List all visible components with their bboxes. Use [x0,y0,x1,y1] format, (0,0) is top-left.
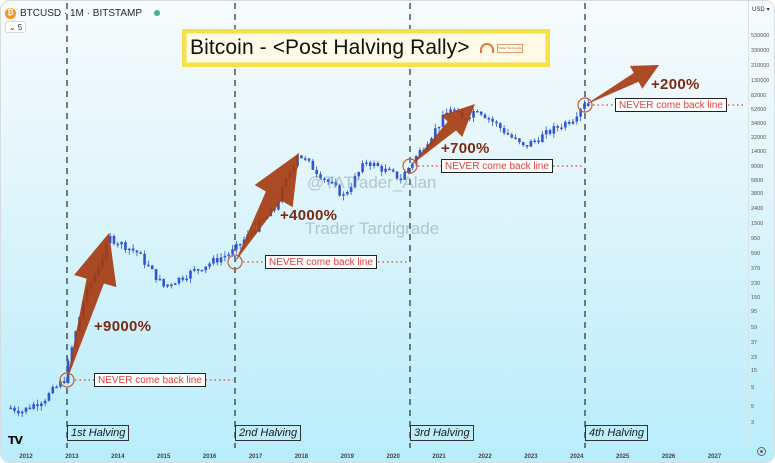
currency-label: USD [752,6,765,13]
price-tick: 22000 [751,134,767,141]
price-tick: 82000 [751,92,767,99]
price-tick: 3 [751,420,755,426]
halving-circles [59,97,593,388]
year-tick: 2021 [432,454,446,460]
symbol-header[interactable]: ₿ BTCUSD · 1M · BITSTAMP [5,6,161,20]
price-tick: 37 [751,339,758,346]
never-come-back-label: NEVER come back line [94,373,206,387]
price-tick: 52000 [751,107,767,114]
halving-label: 2nd Halving [235,425,302,441]
year-tick: 2020 [386,454,400,460]
watermark-name: Trader Tardigrade [305,219,440,238]
tradingview-logo-icon[interactable]: TV [8,434,23,447]
bitcoin-logo-icon: ₿ [5,7,16,19]
price-tick: 230 [751,281,761,287]
trader-tardigrade-logo: Trader Tardigrade [479,43,523,53]
price-tick: 9 [751,384,755,391]
price-tick: 5 [751,403,755,410]
price-tick: 370 [751,265,761,272]
year-tick: 2016 [202,454,217,460]
year-tick: 2026 [661,454,676,460]
chevron-down-icon: ⌄ [9,22,16,32]
symbol-label: BTCUSD · 1M · BITSTAMP [20,7,143,19]
currency-selector[interactable]: USD ▾ [749,6,774,14]
rally-percent-label: +700% [441,140,490,157]
price-tick: 34000 [751,120,767,127]
price-tick: 3800 [751,191,764,198]
settings-icon[interactable] [757,447,766,456]
year-tick: 2022 [478,454,492,460]
price-tick: 9000 [751,163,764,170]
price-tick: 95 [751,309,758,316]
price-tick: 590 [751,250,761,257]
price-tick: 2400 [751,205,764,212]
market-status-icon [154,10,161,16]
tardigrade-logo-icon [479,43,494,53]
price-tick: 150 [751,294,761,301]
never-come-back-label: NEVER come back line [441,159,553,173]
price-tick: 330000 [751,48,770,55]
never-come-back-label: NEVER come back line [265,255,377,269]
year-tick: 2015 [157,454,171,460]
collapse-indicators-button[interactable]: ⌄ 5 [5,21,27,33]
halving-label: 1st Halving [67,425,130,441]
price-tick: 59 [751,324,758,331]
price-tick: 15 [751,368,758,375]
price-tick: 210000 [751,62,770,69]
logo-mini-text: Trader Tardigrade [496,43,523,53]
chart-title: Bitcoin - <Post Halving Rally> [190,36,470,59]
year-tick: 2017 [248,454,263,460]
rally-percent-label: +4000% [280,207,338,224]
year-tick: 2014 [111,454,125,460]
year-tick: 2018 [294,454,309,460]
year-tick: 2019 [340,454,354,460]
chevron-down-icon: ▾ [766,7,770,13]
rally-percent-label: +200% [651,76,700,93]
never-come-back-label: NEVER come back line [615,98,727,112]
halving-label: 3rd Halving [410,425,474,441]
year-tick: 2012 [19,454,33,460]
price-tick: 950 [751,235,761,242]
year-tick: 2023 [524,454,538,460]
price-tick: 530000 [751,33,770,39]
price-tick: 130000 [751,78,770,84]
halving-lines [66,3,586,448]
indicator-count: 5 [17,22,23,32]
rally-arrows [67,65,659,380]
price-tick: 1500 [751,220,764,227]
year-tick: 2025 [616,454,630,460]
halving-label: 4th Halving [585,425,649,441]
price-tick: 23 [751,354,758,361]
year-tick: 2024 [570,454,584,460]
rally-percent-label: +9000% [94,318,152,335]
plot-area[interactable] [1,1,749,448]
chart-title-box: Bitcoin - <Post Halving Rally> Trader Ta… [182,29,550,67]
price-tick: 14000 [751,149,767,156]
year-tick: 2013 [65,454,79,460]
watermark-handle: @TATrader_Alan [307,173,437,192]
year-tick: 2027 [707,454,722,460]
price-tick: 5800 [751,177,764,184]
